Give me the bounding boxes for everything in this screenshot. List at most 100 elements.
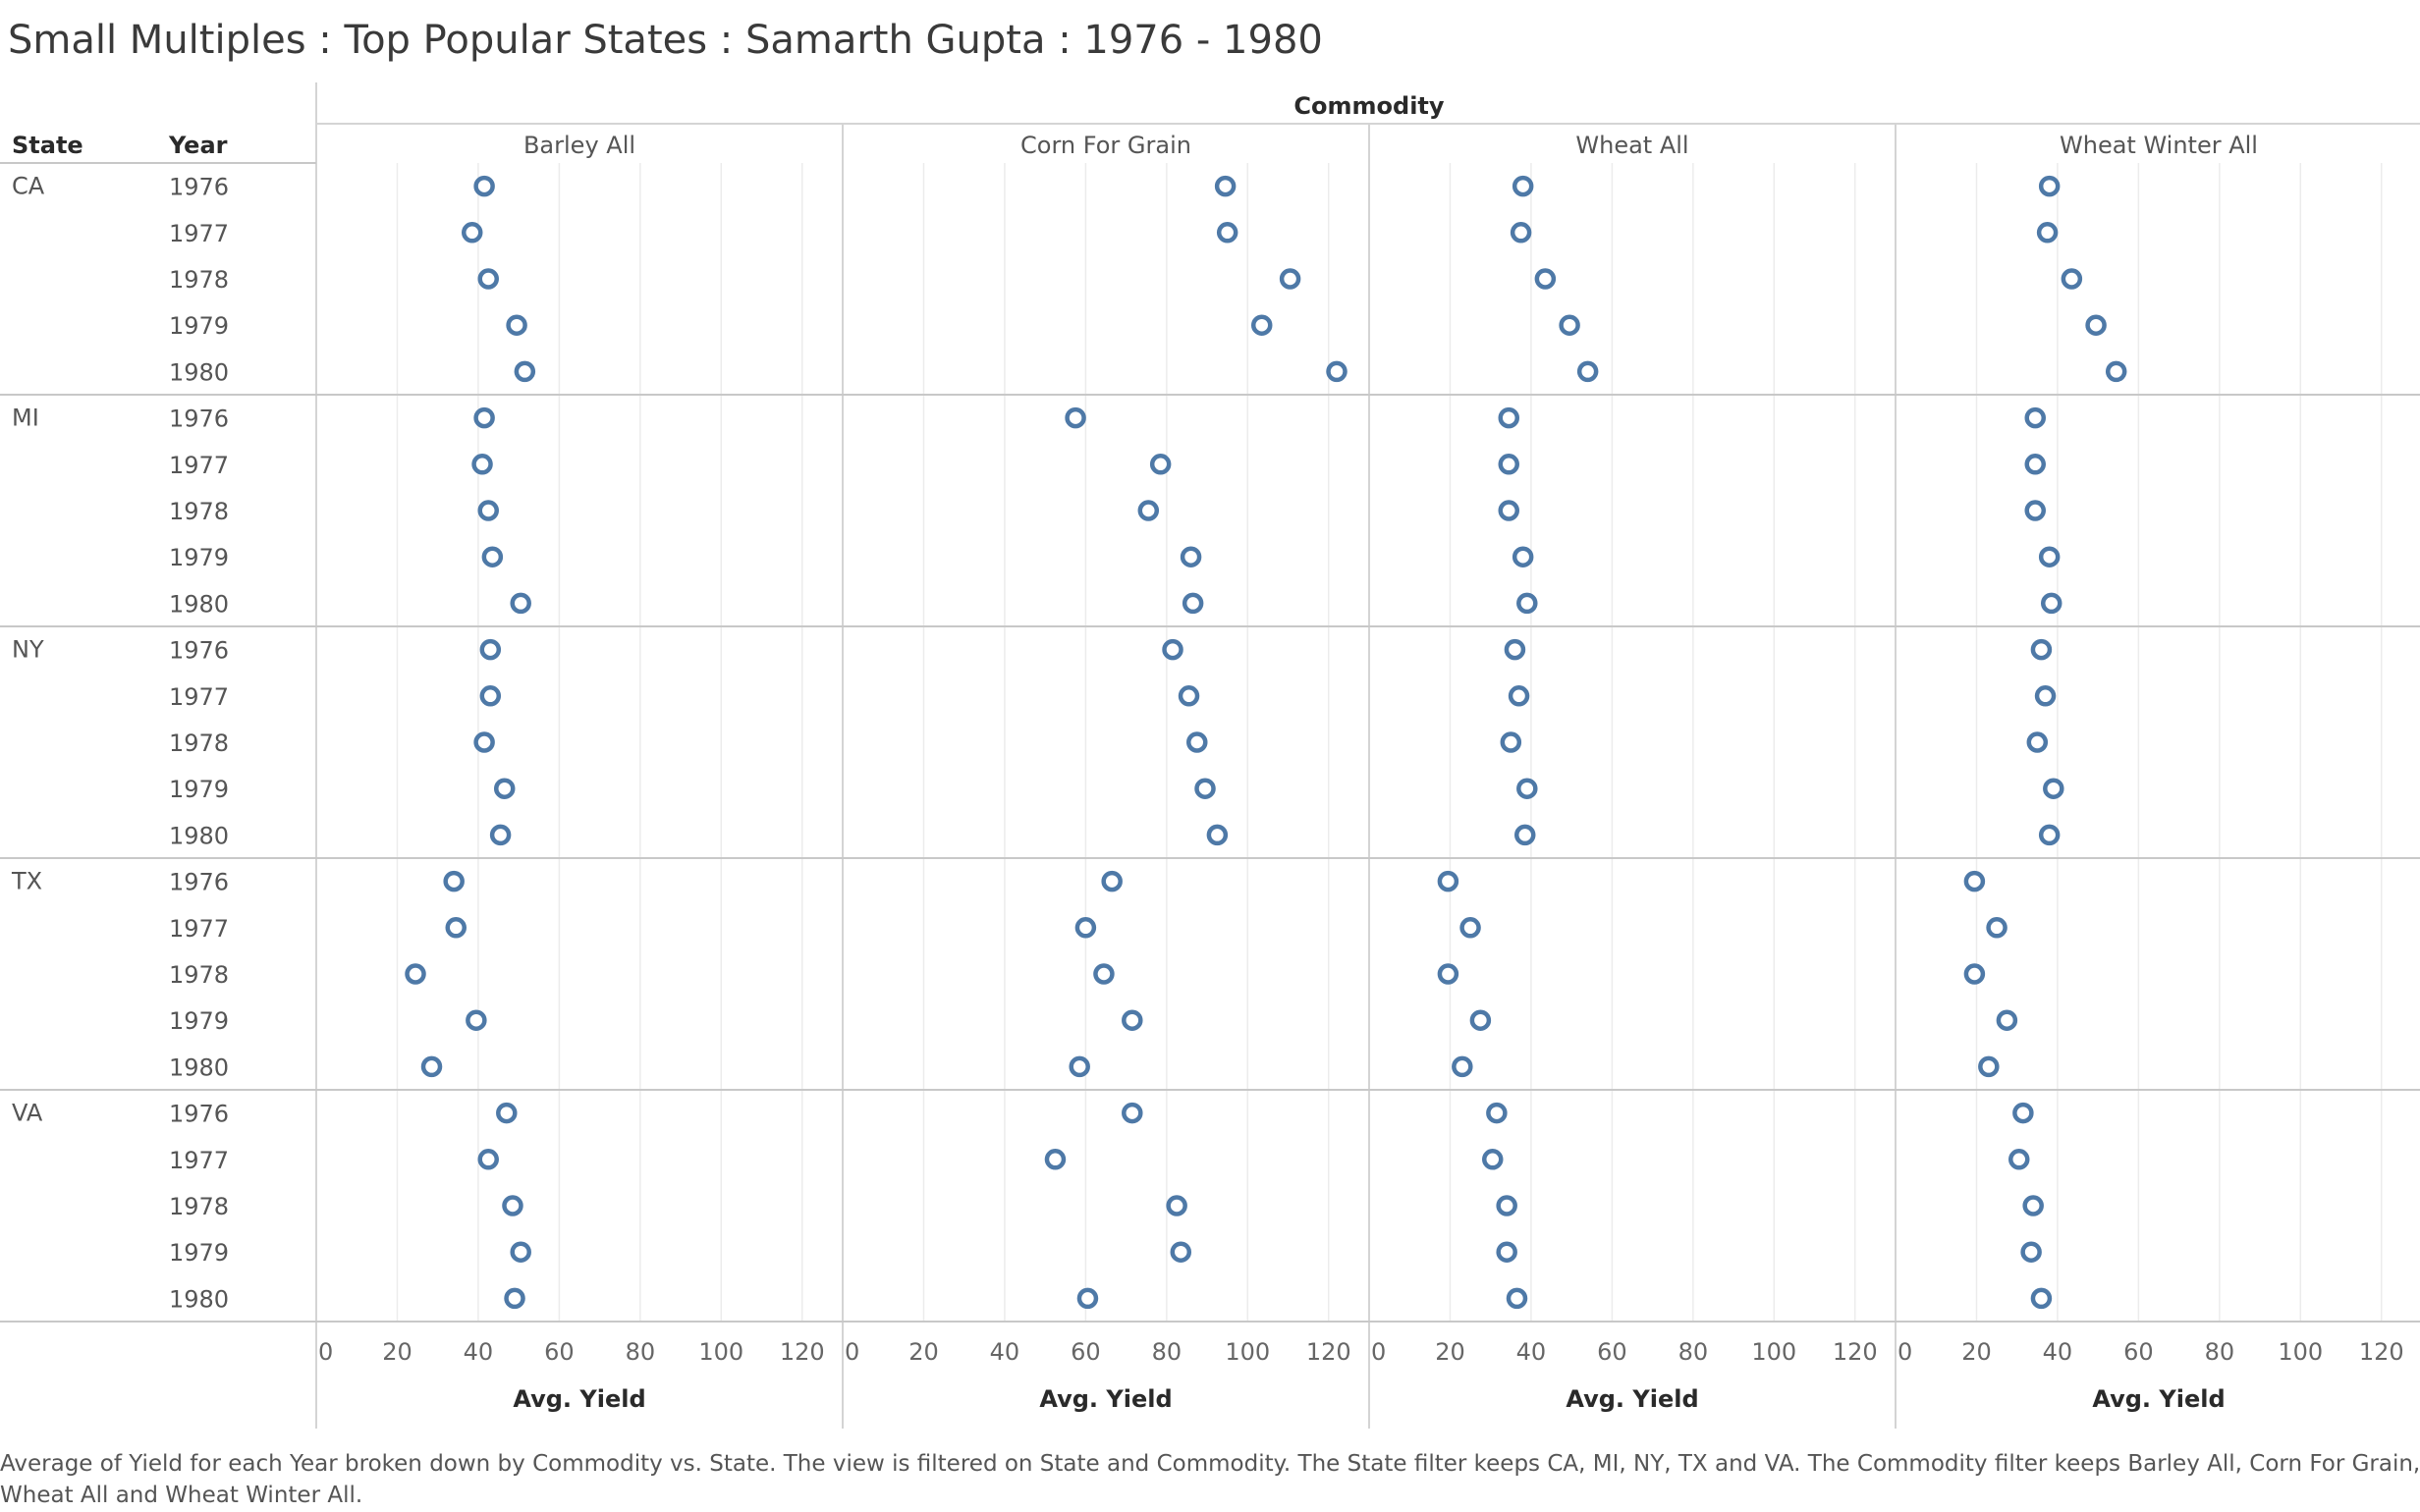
point-ca-wheat-all-1979 [1559,314,1580,336]
state-label-ny: NY [12,636,44,664]
point-mi-wheat-winter-all-1979 [2038,546,2061,567]
point-ny-wheat-all-1978 [1500,731,1522,753]
point-tx-wheat-all-1978 [1437,963,1459,985]
point-ca-wheat-winter-all-1978 [2061,268,2083,290]
year-label-ny-1978: 1978 [169,729,229,757]
tick-label-corn-for-grain-0: 0 [845,1338,859,1366]
point-va-wheat-all-1976 [1486,1102,1508,1124]
tick-label-wheat-winter-all-60: 60 [2123,1338,2154,1366]
row-header-year: Year [168,132,228,159]
point-tx-wheat-winter-all-1978 [1963,963,1986,985]
point-ny-corn-for-grain-1980 [1206,824,1229,846]
point-mi-corn-for-grain-1977 [1149,454,1172,475]
point-mi-barley-all-1979 [481,546,504,567]
point-va-barley-all-1977 [477,1149,499,1170]
year-label-ca-1976: 1976 [169,174,229,201]
tick-label-wheat-winter-all-20: 20 [1961,1338,1992,1366]
year-label-ny-1980: 1980 [169,822,229,849]
year-label-va-1979: 1979 [169,1239,229,1267]
point-ny-corn-for-grain-1976 [1162,638,1183,661]
label-layer: Commodity State Year Barley All Corn For Gra… [11,92,2404,1413]
tick-label-corn-for-grain-60: 60 [1071,1338,1101,1366]
point-ny-corn-for-grain-1977 [1178,685,1200,707]
year-label-mi-1980: 1980 [169,590,229,618]
chart-title: Small Multiples : Top Popular States : S… [8,18,1323,63]
point-va-corn-for-grain-1980 [1076,1287,1099,1310]
year-label-ny-1976: 1976 [169,637,229,665]
point-tx-wheat-all-1977 [1459,917,1481,939]
axis-title-wheat-all: Avg. Yield [1566,1385,1698,1413]
point-mi-barley-all-1978 [477,500,499,521]
point-va-corn-for-grain-1978 [1166,1195,1187,1216]
caption: Average of Yield for each Year broken do… [0,1451,2420,1508]
point-ca-barley-all-1979 [506,314,527,336]
tick-label-wheat-winter-all-100: 100 [2278,1338,2323,1366]
point-ca-wheat-winter-all-1976 [2038,175,2061,197]
point-mi-corn-for-grain-1979 [1180,546,1202,567]
point-ca-barley-all-1977 [461,222,483,243]
point-va-corn-for-grain-1979 [1170,1241,1192,1263]
point-mi-wheat-all-1979 [1512,546,1534,567]
point-ca-wheat-winter-all-1980 [2105,360,2127,383]
point-va-wheat-winter-all-1977 [2008,1149,2030,1170]
point-ny-wheat-winter-all-1976 [2030,638,2053,661]
axis-title-wheat-winter-all: Avg. Yield [2092,1385,2225,1413]
year-label-ny-1977: 1977 [169,683,229,711]
state-label-tx: TX [11,868,42,895]
point-mi-wheat-winter-all-1980 [2040,592,2062,615]
point-mi-wheat-winter-all-1978 [2024,500,2046,521]
point-va-wheat-winter-all-1980 [2030,1287,2053,1310]
tick-label-wheat-all-20: 20 [1435,1338,1465,1366]
year-label-tx-1980: 1980 [169,1053,229,1081]
column-header: Commodity [1293,92,1444,120]
point-mi-corn-for-grain-1980 [1182,592,1204,615]
point-mi-corn-for-grain-1976 [1065,406,1086,429]
point-mi-wheat-all-1980 [1516,592,1538,615]
point-ca-wheat-winter-all-1977 [2036,222,2059,243]
axis-title-corn-for-grain: Avg. Yield [1039,1385,1172,1413]
point-va-barley-all-1978 [502,1195,523,1216]
state-label-va: VA [12,1100,43,1127]
year-label-ca-1977: 1977 [169,220,229,247]
commodity-label-barley-all: Barley All [523,132,635,159]
point-tx-barley-all-1980 [420,1055,443,1078]
year-label-tx-1976: 1976 [169,869,229,896]
tick-label-barley-all-100: 100 [698,1338,743,1366]
point-mi-corn-for-grain-1978 [1137,500,1160,521]
year-label-ca-1980: 1980 [169,358,229,386]
point-va-corn-for-grain-1977 [1044,1149,1067,1170]
tick-label-corn-for-grain-40: 40 [990,1338,1020,1366]
point-ca-wheat-all-1980 [1576,360,1599,383]
commodity-label-wheat-winter-all: Wheat Winter All [2060,132,2258,159]
year-label-mi-1979: 1979 [169,544,229,571]
point-tx-corn-for-grain-1978 [1093,963,1115,985]
point-ca-wheat-all-1976 [1512,175,1534,197]
tick-label-wheat-all-40: 40 [1516,1338,1547,1366]
separator-layer [0,82,2420,1429]
point-mi-barley-all-1980 [510,592,531,615]
tick-label-barley-all-0: 0 [318,1338,333,1366]
point-ca-wheat-all-1978 [1534,268,1557,290]
point-tx-wheat-winter-all-1980 [1978,1055,2000,1078]
point-ca-wheat-all-1977 [1510,222,1532,243]
year-label-mi-1978: 1978 [169,498,229,525]
point-ny-barley-all-1977 [479,685,502,707]
point-va-barley-all-1976 [496,1102,518,1124]
year-label-tx-1978: 1978 [169,961,229,989]
point-ny-wheat-all-1976 [1504,638,1526,661]
grid-layer [396,163,2383,1322]
tick-label-barley-all-20: 20 [382,1338,412,1366]
point-va-wheat-winter-all-1978 [2022,1195,2044,1216]
point-ny-barley-all-1978 [473,731,495,753]
point-tx-wheat-winter-all-1977 [1986,917,2008,939]
point-va-wheat-all-1979 [1496,1241,1517,1263]
tick-label-wheat-winter-all-80: 80 [2205,1338,2235,1366]
point-ca-corn-for-grain-1979 [1250,314,1273,336]
point-ny-barley-all-1980 [489,824,512,846]
year-label-va-1980: 1980 [169,1285,229,1313]
point-tx-corn-for-grain-1980 [1069,1055,1090,1078]
point-tx-wheat-all-1980 [1452,1055,1473,1078]
year-label-tx-1979: 1979 [169,1007,229,1035]
year-label-tx-1977: 1977 [169,915,229,943]
tick-label-corn-for-grain-20: 20 [908,1338,939,1366]
